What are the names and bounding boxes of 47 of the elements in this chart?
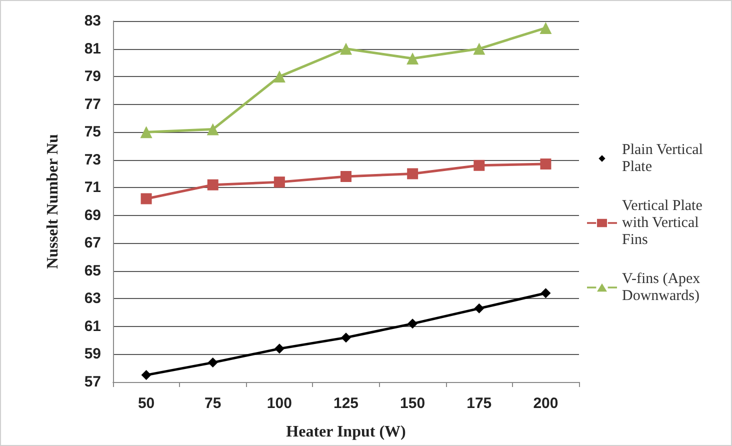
- point: [207, 179, 218, 190]
- point: [540, 158, 552, 170]
- point: [540, 288, 551, 298]
- point: [473, 42, 486, 55]
- y-tick-label: 57: [84, 374, 101, 390]
- y-tick-label: 63: [84, 290, 101, 308]
- y-tick-label: 69: [84, 206, 101, 224]
- x-tick-label: 50: [138, 395, 155, 412]
- y-tick-label: 73: [84, 151, 101, 168]
- x-tick-label: 175: [466, 395, 492, 412]
- y-tick-label: 65: [84, 262, 101, 280]
- y-tick-label: 75: [84, 124, 101, 141]
- y-tick-label: 81: [84, 40, 101, 58]
- point: [408, 318, 418, 329]
- point: [141, 370, 152, 380]
- x-axis-title: Heater Input (W): [286, 424, 406, 440]
- y-tick-label: 61: [84, 318, 101, 335]
- legend-label: V-fins (Apex Downwards): [622, 271, 704, 304]
- point: [273, 70, 286, 83]
- point: [474, 303, 484, 314]
- y-tick-label: 59: [84, 346, 101, 363]
- point: [206, 123, 219, 136]
- y-tick-label: 67: [84, 234, 101, 252]
- x-tick-label: 100: [266, 395, 292, 412]
- point: [274, 176, 285, 188]
- y-tick-label: 71: [84, 179, 101, 196]
- x-tick-label: 75: [204, 395, 222, 412]
- point: [140, 126, 152, 138]
- y-tick-label: 77: [84, 96, 101, 113]
- x-tick-label: 150: [400, 395, 426, 412]
- point: [407, 168, 418, 180]
- x-tick-label: 125: [333, 395, 359, 412]
- point: [406, 52, 419, 64]
- legend-label: Vertical Plate with Vertical Fins: [622, 198, 706, 248]
- point: [474, 160, 485, 171]
- point: [340, 171, 352, 182]
- y-tick-label: 79: [84, 68, 101, 86]
- legend-label: Plain Vertical Plate: [622, 142, 707, 175]
- point: [208, 358, 218, 368]
- y-axis-title: Nusselt Number Nu: [44, 134, 62, 269]
- y-tick-label: 83: [84, 12, 101, 30]
- point: [140, 193, 152, 204]
- point: [274, 344, 284, 354]
- point: [340, 42, 352, 55]
- point: [341, 332, 351, 343]
- point: [540, 22, 552, 34]
- x-tick-label: 200: [533, 395, 558, 412]
